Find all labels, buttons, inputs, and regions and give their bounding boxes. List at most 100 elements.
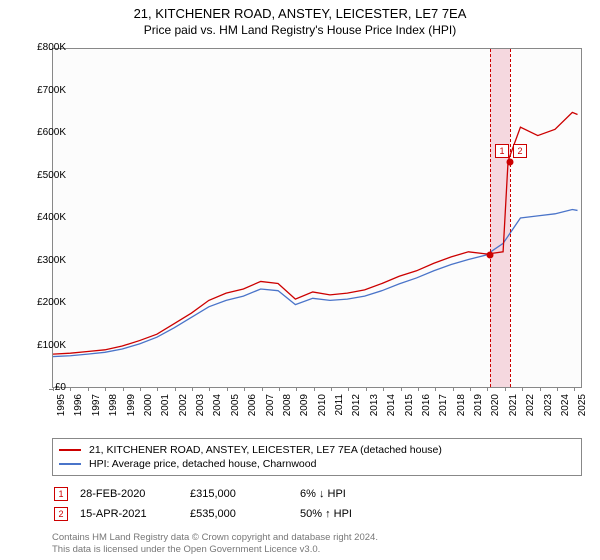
x-axis-label: 2007 <box>265 394 276 424</box>
series-hpi <box>53 210 578 357</box>
x-tick <box>557 387 558 391</box>
x-axis-label: 1996 <box>73 394 84 424</box>
sale-marker: 2 <box>54 507 68 521</box>
sale-date: 28-FEB-2020 <box>80 488 190 500</box>
x-tick <box>366 387 367 391</box>
x-tick <box>348 387 349 391</box>
x-axis-label: 1999 <box>126 394 137 424</box>
sales-table: 1 28-FEB-2020£315,0006% ↓ HPI 2 15-APR-2021… <box>52 484 582 524</box>
x-tick <box>418 387 419 391</box>
x-axis-label: 2014 <box>386 394 397 424</box>
x-axis-label: 2025 <box>577 394 588 424</box>
x-axis-label: 2024 <box>560 394 571 424</box>
legend-row: HPI: Average price, detached house, Char… <box>59 457 575 471</box>
x-tick <box>296 387 297 391</box>
x-axis-label: 2013 <box>369 394 380 424</box>
x-tick <box>262 387 263 391</box>
x-axis-label: 1997 <box>91 394 102 424</box>
x-axis-label: 2000 <box>143 394 154 424</box>
x-tick <box>123 387 124 391</box>
sale-vline <box>510 49 511 387</box>
x-tick <box>453 387 454 391</box>
chart-title: 21, KITCHENER ROAD, ANSTEY, LEICESTER, L… <box>0 6 600 21</box>
sale-row: 1 28-FEB-2020£315,0006% ↓ HPI <box>52 484 582 504</box>
sale-callouts: 12 <box>495 144 527 158</box>
x-axis-label: 2015 <box>404 394 415 424</box>
chart-plot-area: 12 <box>52 48 582 388</box>
x-tick <box>383 387 384 391</box>
sale-delta: 50% ↑ HPI <box>300 508 400 520</box>
x-axis-label: 2010 <box>317 394 328 424</box>
callout-box: 1 <box>495 144 509 158</box>
x-tick <box>314 387 315 391</box>
x-axis-label: 2018 <box>456 394 467 424</box>
y-axis-label: £500K <box>16 170 66 181</box>
x-axis-label: 2008 <box>282 394 293 424</box>
x-axis-label: 2019 <box>473 394 484 424</box>
x-axis-label: 2005 <box>230 394 241 424</box>
sale-delta: 6% ↓ HPI <box>300 488 400 500</box>
x-tick <box>435 387 436 391</box>
sale-date: 15-APR-2021 <box>80 508 190 520</box>
legend-swatch <box>59 463 81 465</box>
x-tick <box>88 387 89 391</box>
y-axis-label: £700K <box>16 85 66 96</box>
x-tick <box>487 387 488 391</box>
x-tick <box>505 387 506 391</box>
x-axis-label: 2017 <box>438 394 449 424</box>
y-axis-label: £200K <box>16 297 66 308</box>
x-axis-label: 2004 <box>212 394 223 424</box>
x-axis-label: 2012 <box>351 394 362 424</box>
legend-label: 21, KITCHENER ROAD, ANSTEY, LEICESTER, L… <box>89 444 442 456</box>
title-block: 21, KITCHENER ROAD, ANSTEY, LEICESTER, L… <box>0 0 600 39</box>
x-tick <box>522 387 523 391</box>
x-tick <box>401 387 402 391</box>
x-axis-label: 2016 <box>421 394 432 424</box>
x-axis-label: 1995 <box>56 394 67 424</box>
x-tick <box>175 387 176 391</box>
chart-svg <box>53 49 581 387</box>
footnote-line2: This data is licensed under the Open Gov… <box>52 544 378 556</box>
x-axis-label: 2001 <box>160 394 171 424</box>
footnote: Contains HM Land Registry data © Crown c… <box>52 532 378 556</box>
sale-price: £315,000 <box>190 488 300 500</box>
sale-row: 2 15-APR-2021£535,00050% ↑ HPI <box>52 504 582 524</box>
y-axis-label: £300K <box>16 255 66 266</box>
sale-vline <box>490 49 491 387</box>
x-tick <box>244 387 245 391</box>
x-axis-label: 2006 <box>247 394 258 424</box>
x-tick <box>140 387 141 391</box>
sale-marker: 1 <box>54 487 68 501</box>
sale-price: £535,000 <box>190 508 300 520</box>
x-tick <box>227 387 228 391</box>
x-axis-label: 2023 <box>543 394 554 424</box>
footnote-line1: Contains HM Land Registry data © Crown c… <box>52 532 378 544</box>
legend-swatch <box>59 449 81 451</box>
y-axis-label: £600K <box>16 127 66 138</box>
x-tick <box>574 387 575 391</box>
x-axis-label: 2009 <box>299 394 310 424</box>
x-tick <box>105 387 106 391</box>
x-tick <box>331 387 332 391</box>
x-tick <box>157 387 158 391</box>
x-tick <box>540 387 541 391</box>
x-axis-label: 2002 <box>178 394 189 424</box>
y-axis-label: £0 <box>16 382 66 393</box>
x-axis-label: 2021 <box>508 394 519 424</box>
x-axis-label: 1998 <box>108 394 119 424</box>
x-axis-label: 2011 <box>334 394 345 424</box>
sale-marker-dot <box>487 252 494 259</box>
legend: 21, KITCHENER ROAD, ANSTEY, LEICESTER, L… <box>52 438 582 476</box>
y-axis-label: £800K <box>16 42 66 53</box>
x-tick <box>70 387 71 391</box>
legend-row: 21, KITCHENER ROAD, ANSTEY, LEICESTER, L… <box>59 443 575 457</box>
x-axis-label: 2022 <box>525 394 536 424</box>
x-tick <box>470 387 471 391</box>
callout-box: 2 <box>513 144 527 158</box>
chart-subtitle: Price paid vs. HM Land Registry's House … <box>0 23 600 37</box>
x-axis-label: 2020 <box>490 394 501 424</box>
x-tick <box>209 387 210 391</box>
sale-marker-dot <box>506 158 513 165</box>
y-axis-label: £100K <box>16 340 66 351</box>
x-axis-label: 2003 <box>195 394 206 424</box>
